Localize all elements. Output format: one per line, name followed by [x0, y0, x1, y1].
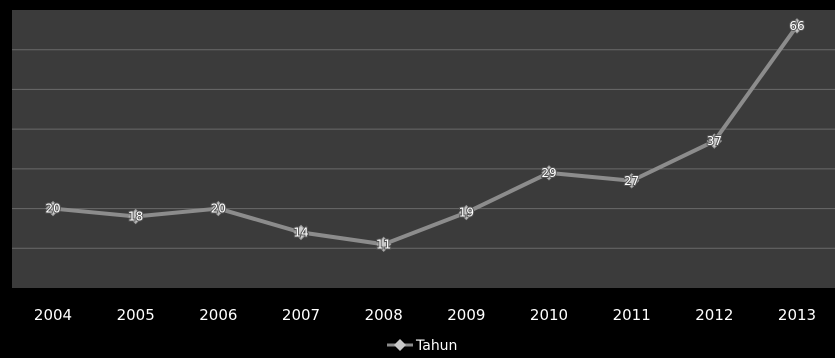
data-labels: 20 18 20 14 11 19 29 27 37 66 [44, 18, 805, 252]
x-tick-label-2011: 2011 [613, 306, 651, 324]
data-label-2013: 66 [789, 19, 804, 33]
x-tick-label-2012: 2012 [695, 306, 733, 324]
data-label-2005: 18 [128, 210, 143, 224]
data-point-2009 [458, 204, 475, 221]
legend-label-tahun: Tahun [415, 338, 457, 354]
data-label-2009: 19 [459, 206, 474, 220]
data-label-2004: 20 [45, 202, 60, 216]
data-label-2010: 29 [541, 166, 556, 180]
data-point-2004 [45, 200, 61, 217]
x-tick-label-2008: 2008 [365, 306, 403, 324]
x-tick-label-2010: 2010 [530, 306, 568, 324]
legend: Tahun [387, 338, 457, 354]
x-tick-label-2004: 2004 [34, 306, 72, 324]
x-tick-label-2006: 2006 [199, 306, 237, 324]
data-point-2005 [127, 208, 144, 225]
data-label-2007: 14 [293, 225, 308, 239]
data-point-2013 [789, 18, 805, 34]
data-point-2011 [623, 173, 640, 189]
data-label-2008: 11 [376, 237, 391, 251]
data-point-2006 [210, 200, 227, 217]
series-line-tahun [51, 23, 799, 247]
legend-diamond-marker-icon [394, 339, 406, 351]
data-point-2007 [293, 224, 309, 241]
x-tick-label-2005: 2005 [117, 306, 155, 324]
data-point-2012 [706, 133, 723, 149]
data-label-2012: 37 [707, 134, 722, 148]
data-label-2006: 20 [211, 202, 226, 216]
x-tick-label-2007: 2007 [282, 306, 320, 324]
data-point-2010 [541, 165, 557, 181]
gridlines [12, 49, 835, 249]
data-markers [45, 18, 805, 253]
data-point-2008 [375, 236, 392, 253]
x-tick-label-2013: 2013 [778, 306, 816, 324]
x-tick-label-2009: 2009 [447, 306, 485, 324]
plot-area [12, 10, 835, 288]
x-axis-tick-labels: 2004 2005 2006 2007 2008 2009 2010 2011 2012 2013 [34, 306, 816, 324]
data-label-2011: 27 [624, 174, 639, 188]
